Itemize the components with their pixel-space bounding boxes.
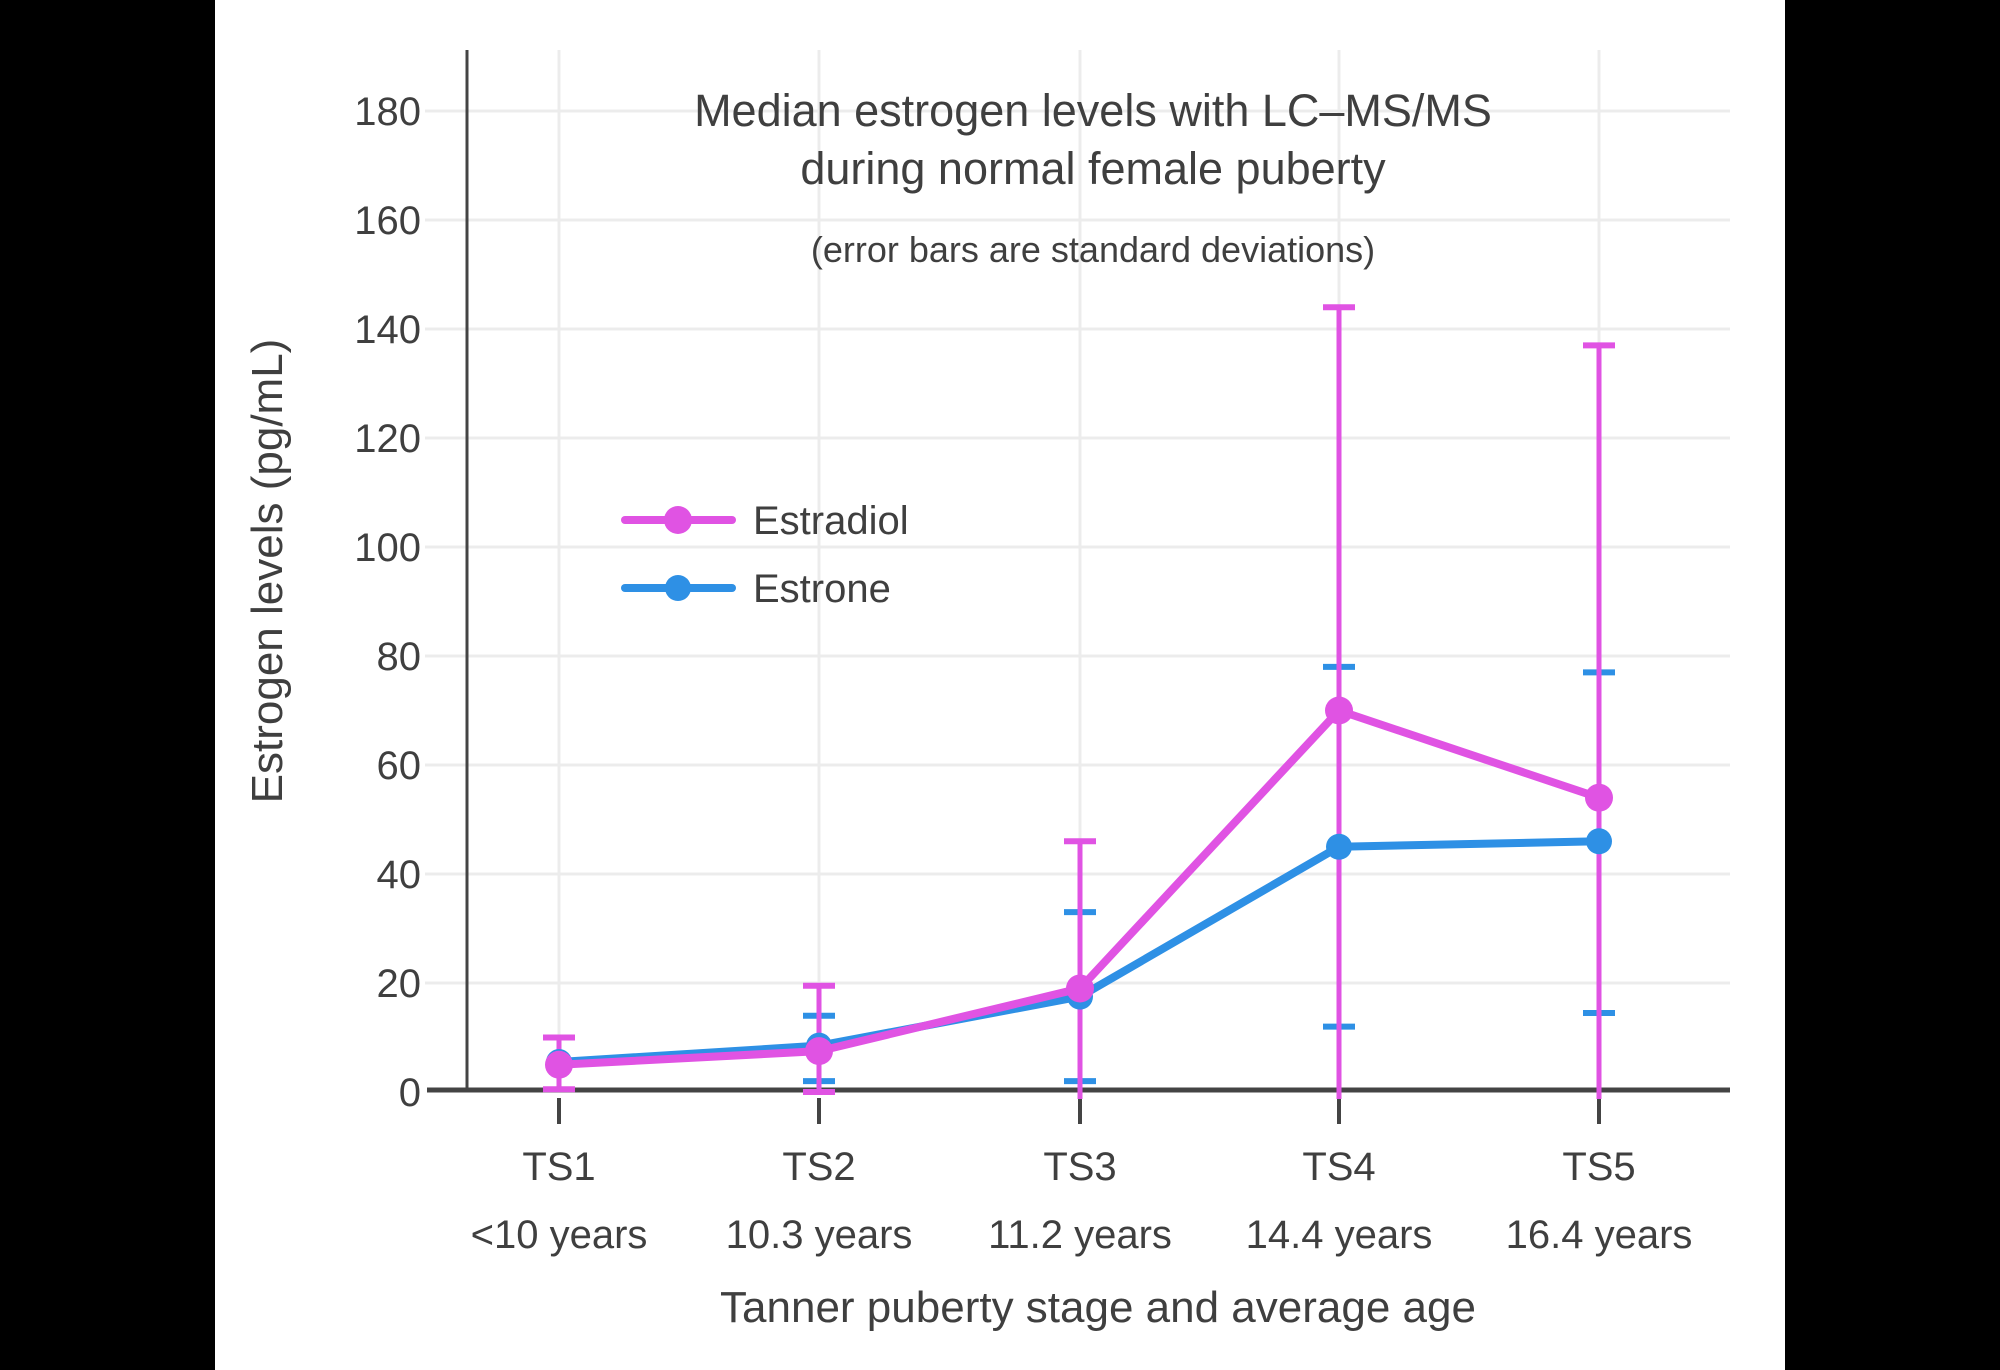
data-point-estradiol: [1585, 783, 1613, 812]
x-tick-label: TS3: [1043, 1145, 1116, 1189]
y-tick-label: 100: [354, 526, 421, 570]
x-tick-sublabel: <10 years: [471, 1213, 648, 1257]
x-tick-label: TS4: [1302, 1145, 1375, 1189]
x-tick-label: TS1: [522, 1145, 595, 1189]
y-tick-label: 0: [399, 1071, 421, 1115]
y-tick-label: 40: [377, 853, 422, 897]
y-tick-label: 180: [354, 90, 421, 134]
y-tick-label: 60: [377, 744, 422, 788]
chart-title-line2: during normal female puberty: [800, 143, 1386, 194]
data-point-estradiol: [545, 1050, 573, 1079]
legend-label-estrone: Estrone: [753, 567, 891, 611]
plot-canvas: 0 20 40 60 80 100 120 140 160 180 TS1 TS2 TS3 TS4 TS5 <…: [243, 50, 1730, 1332]
x-tick-sublabel: 16.4 years: [1506, 1213, 1693, 1257]
legend-swatch-dot-1: [665, 575, 691, 601]
legend-swatch-dot-0: [664, 506, 692, 534]
chart-title-line1: Median estrogen levels with LC–MS/MS: [694, 85, 1492, 136]
x-axis-title: Tanner puberty stage and average age: [720, 1283, 1476, 1332]
x-tick-sublabel: 14.4 years: [1246, 1213, 1433, 1257]
x-tick-label: TS5: [1562, 1145, 1635, 1189]
y-tick-label: 140: [354, 308, 421, 352]
data-point-estradiol: [1066, 974, 1094, 1003]
y-tick-label: 20: [377, 962, 422, 1006]
y-tick-label: 160: [354, 199, 421, 243]
x-tick-label: TS2: [782, 1145, 855, 1189]
plot-layer: 0 20 40 60 80 100 120 140 160 180 TS1 TS2 TS3 TS4 TS5 <…: [354, 50, 1730, 1257]
y-axis-title: Estrogen levels (pg/mL): [243, 339, 292, 804]
chart-subtitle: (error bars are standard deviations): [811, 229, 1375, 270]
y-tick-label: 80: [377, 635, 422, 679]
data-point-estradiol: [805, 1037, 833, 1066]
data-point-estrone: [1586, 828, 1612, 855]
data-point-estradiol: [1325, 696, 1353, 725]
legend: Estradiol Estrone: [621, 499, 909, 611]
chart-area: 0 20 40 60 80 100 120 140 160 180 TS1 TS2 TS3 TS4 TS5 <…: [215, 0, 1785, 1370]
x-tick-sublabel: 11.2 years: [988, 1213, 1172, 1257]
legend-label-estradiol: Estradiol: [753, 499, 909, 543]
x-tick-sublabel: 10.3 years: [726, 1213, 913, 1257]
y-tick-label: 120: [354, 417, 421, 461]
data-point-estrone: [1326, 833, 1352, 860]
